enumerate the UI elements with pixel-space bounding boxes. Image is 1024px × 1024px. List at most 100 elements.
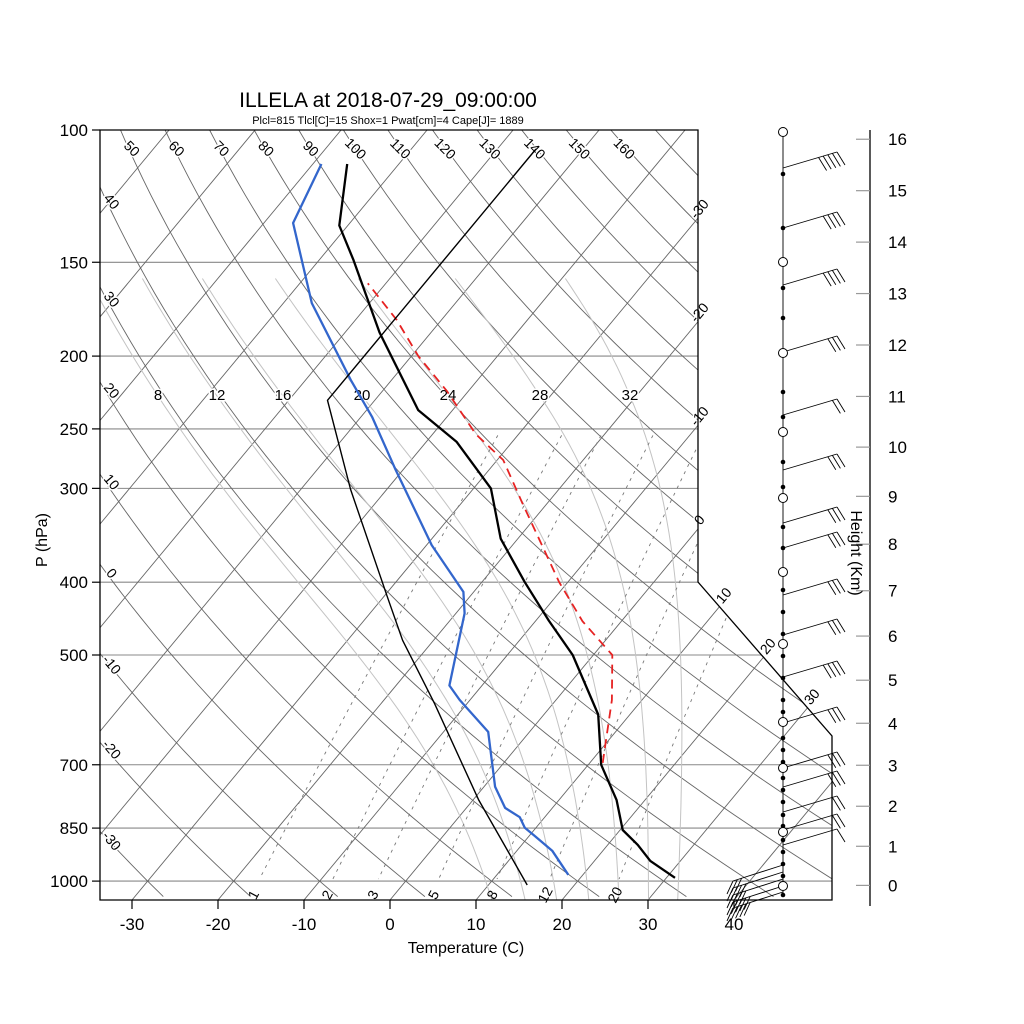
isotherm-line	[561, 130, 832, 900]
temperature-tick-label: -10	[292, 915, 317, 934]
wind-barb-feather	[836, 813, 846, 828]
staff-dot	[780, 609, 786, 615]
staff-dot	[780, 315, 786, 321]
staff-dot	[780, 285, 786, 291]
wind-barb-feather	[822, 272, 832, 287]
staff-dot	[780, 459, 786, 465]
dry-adiabat-line	[209, 130, 832, 897]
isotherm-line	[100, 130, 256, 900]
isotherm-line	[100, 130, 514, 900]
wind-barb-feather	[832, 620, 841, 634]
dry-adiabat-line	[521, 130, 832, 898]
wind-barb-feather	[836, 578, 846, 593]
wind-barb-shaft	[782, 531, 838, 549]
dry-adiabat-top-label: 70	[210, 137, 232, 159]
wind-barb-feather	[836, 795, 846, 810]
wind-barb-shaft	[732, 864, 784, 882]
page-subtitle: Plcl=815 Tlcl[C]=15 Shox=1 Pwat[cm]=4 Ca…	[252, 115, 524, 127]
isotherm-line	[303, 130, 832, 900]
pressure-tick-label: 700	[60, 756, 88, 775]
staff-dot	[780, 545, 786, 551]
moist-adiabat-line	[274, 278, 590, 900]
wind-barb-feather	[836, 706, 846, 721]
dry-adiabat-top-label: 110	[387, 135, 414, 162]
staff-dot	[780, 631, 786, 637]
dry-adiabat-line	[565, 130, 832, 898]
wind-barb-feather	[832, 533, 841, 547]
wind-barb-feather	[726, 880, 734, 895]
moist-adiabat-line	[357, 278, 620, 900]
dry-adiabat-line	[610, 130, 832, 898]
staff-dot	[780, 735, 786, 741]
dry-adiabat-line	[432, 130, 832, 898]
wind-barb-shaft	[782, 770, 838, 788]
dry-adiabat-top-label: 100	[342, 135, 370, 163]
dry-adiabat-left-label: 0	[103, 565, 120, 581]
height-tick-label: 1	[888, 837, 897, 856]
staff-dot	[780, 524, 786, 530]
isotherm-right-label: 0	[691, 511, 708, 527]
temperature-tick-label: -20	[206, 915, 231, 934]
dry-adiabat-left-label: 40	[101, 190, 123, 212]
staff-dot	[780, 837, 786, 843]
temperature-tick-label: 40	[725, 915, 744, 934]
height-tick-label: 13	[888, 285, 907, 304]
wind-barb-feather	[730, 906, 738, 920]
wind-barb-feather	[827, 709, 837, 723]
wind-barb-shaft	[782, 795, 838, 813]
wind-barb-feather	[836, 211, 846, 226]
staff-open-circle	[778, 717, 788, 727]
dry-adiabat-line	[100, 130, 513, 897]
wind-barb-feather	[836, 770, 846, 785]
staff-open-circle	[778, 881, 788, 891]
moist-adiabat-line	[564, 278, 683, 900]
wind-barb-feather	[832, 455, 841, 469]
staff-dot	[780, 799, 786, 805]
wind-barb-feather	[836, 151, 846, 166]
wind-barb-feather	[832, 153, 841, 167]
moist-adiabat-label: 28	[532, 387, 549, 404]
staff-dot	[780, 587, 786, 593]
wind-barb-feather	[832, 772, 841, 786]
wind-barb-shaft	[782, 335, 838, 353]
dry-adiabat-line	[100, 130, 338, 897]
height-tick-label: 16	[888, 130, 907, 149]
wind-barb-feather	[822, 664, 832, 679]
staff-dot	[780, 812, 786, 818]
wind-barb-feather	[832, 400, 841, 414]
staff-open-circle	[778, 257, 788, 267]
staff-open-circle	[778, 827, 788, 837]
pressure-tick-label: 300	[60, 479, 88, 498]
staff-dot	[780, 697, 786, 703]
wind-barb-feather	[832, 662, 841, 676]
moist-adiabat-label: 32	[622, 387, 639, 404]
temperature-tick-label: 10	[467, 915, 486, 934]
dry-adiabat-line	[253, 130, 832, 897]
pressure-tick-label: 850	[60, 819, 88, 838]
dry-adiabat-top-label: 80	[255, 137, 277, 159]
mixing-ratio-label: 20	[604, 884, 626, 905]
moist-adiabat-line	[454, 278, 649, 900]
moist-adiabat-line	[201, 278, 558, 900]
moist-adiabat-line	[100, 278, 494, 900]
isotherm-line	[100, 130, 342, 900]
wind-barb-feather	[836, 751, 846, 766]
wind-barb-feather	[836, 828, 846, 843]
staff-open-circle	[778, 127, 788, 137]
dry-adiabat-line	[100, 130, 600, 897]
dry-adiabat-line	[100, 130, 774, 897]
wind-barb-feather	[726, 887, 734, 902]
wind-barb-feather	[827, 271, 837, 285]
dry-adiabat-left-label: 20	[101, 379, 123, 401]
mixing-ratio-line	[549, 435, 749, 880]
height-tick-label: 6	[888, 627, 897, 646]
temperature-tick-label: 20	[553, 915, 572, 934]
isotherm-line	[647, 130, 832, 900]
pressure-tick-label: 400	[60, 573, 88, 592]
staff-dot	[780, 747, 786, 753]
wind-barb-feather	[832, 337, 841, 351]
